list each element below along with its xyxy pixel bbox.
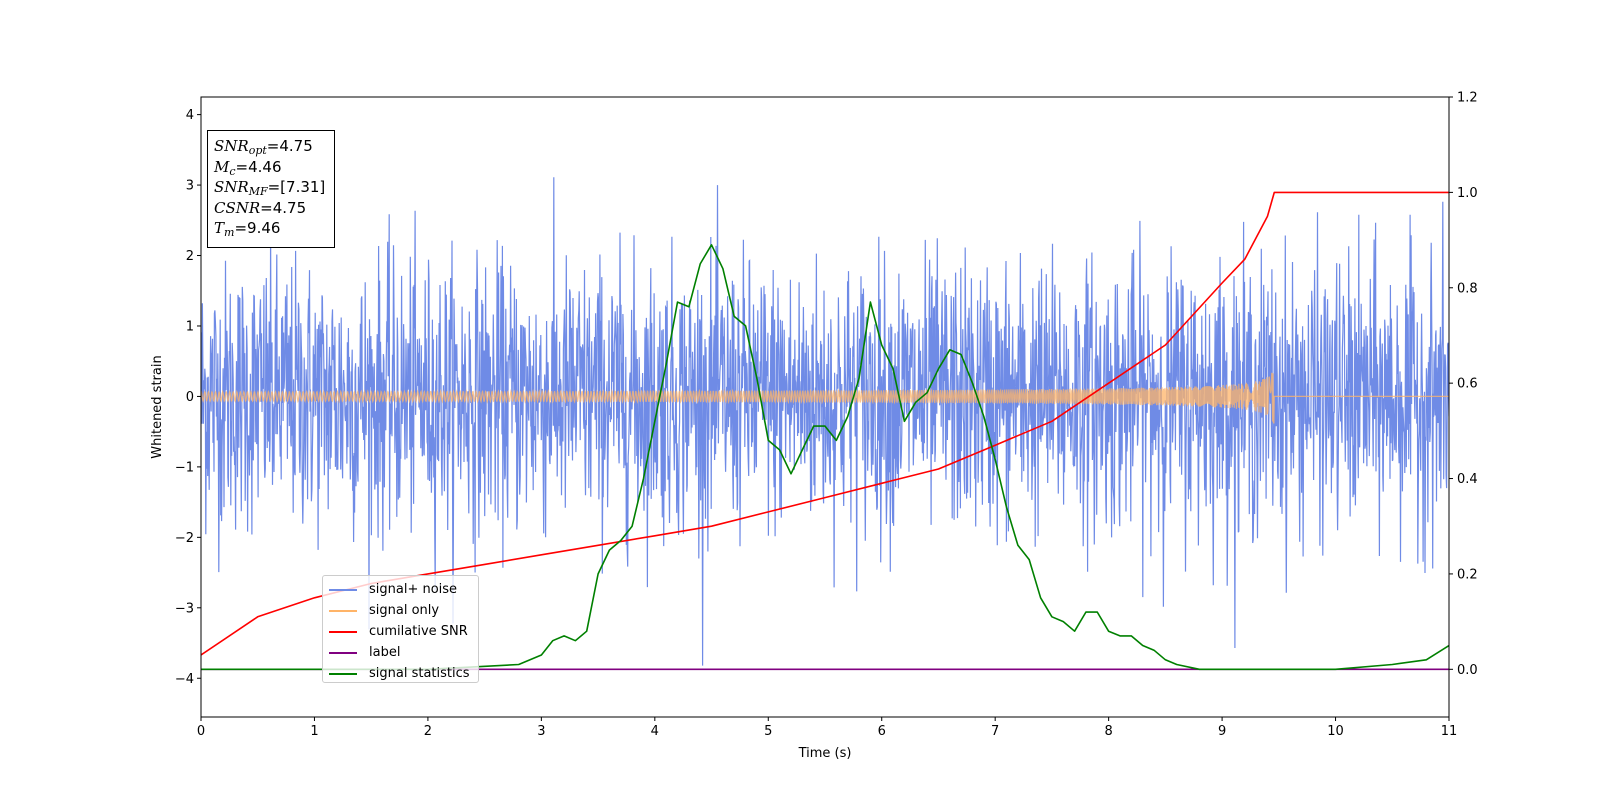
x-tick-label: 9 <box>1218 724 1226 739</box>
y-tick-label: −4 <box>175 672 194 687</box>
legend-item-cumulative-snr: cumilative SNR <box>329 621 472 642</box>
y-tick-label: 4 <box>186 108 194 123</box>
legend-swatch <box>329 651 357 654</box>
legend-label: signal only <box>369 603 440 618</box>
x-tick-label: 10 <box>1327 724 1344 739</box>
merger-time-line: Tm=9.46 <box>214 219 281 239</box>
signal-only-line <box>201 372 1449 424</box>
x-tick-label: 7 <box>991 724 999 739</box>
x-tick-label: 3 <box>537 724 545 739</box>
snr-mf-line: SNRMF=[7.31] <box>214 178 326 198</box>
x-tick-label: 2 <box>424 724 432 739</box>
signal-noise-series <box>201 177 1449 666</box>
legend-label: signal statistics <box>369 666 470 681</box>
legend-swatch <box>329 672 357 675</box>
y2-tick-label: 0.6 <box>1457 377 1478 392</box>
y2-tick-label: 0.4 <box>1457 472 1478 487</box>
legend-item-signal-noise: signal+ noise <box>329 579 472 600</box>
legend-swatch <box>329 630 357 633</box>
y2-tick-label: 0.0 <box>1457 663 1478 678</box>
parameter-info-box: SNRopt=4.75 Mc=4.46 SNRMF=[7.31] CSNR=4.… <box>207 130 335 248</box>
y-tick-label: −1 <box>175 460 194 475</box>
x-tick-label: 11 <box>1441 724 1458 739</box>
x-tick-label: 4 <box>651 724 659 739</box>
legend: signal+ noise signal only cumilative SNR… <box>322 575 479 683</box>
x-axis-label: Time (s) <box>798 746 852 761</box>
legend-label: cumilative SNR <box>369 624 468 639</box>
y-tick-label: −2 <box>175 531 194 546</box>
y-tick-label: 1 <box>186 319 194 334</box>
legend-item-label: label <box>329 642 472 663</box>
x-tick-label: 1 <box>310 724 318 739</box>
y-tick-label: −3 <box>175 601 194 616</box>
y2-tick-label: 0.8 <box>1457 281 1478 296</box>
legend-label: label <box>369 645 401 660</box>
y-tick-label: 0 <box>186 390 194 405</box>
snr-opt-line: SNRopt=4.75 <box>214 137 313 157</box>
y-axis-label: Whitened strain <box>150 355 165 458</box>
csnr-line: CSNR=4.75 <box>214 198 307 217</box>
legend-swatch <box>329 588 357 591</box>
legend-swatch <box>329 609 357 612</box>
x-tick-label: 0 <box>197 724 205 739</box>
y2-tick-label: 0.2 <box>1457 567 1478 582</box>
legend-item-signal-statistics: signal statistics <box>329 663 472 684</box>
y2-tick-label: 1.0 <box>1457 186 1478 201</box>
x-tick-label: 8 <box>1104 724 1112 739</box>
legend-item-signal-only: signal only <box>329 600 472 621</box>
legend-label: signal+ noise <box>369 582 458 597</box>
signal-statistics-line <box>201 244 1449 671</box>
axis-ticks: 0 1 2 3 4 5 6 7 8 9 10 11 −4 −3 −2 −1 0 1 2 3 4 0.0 0.2 0.4 0.6 0… <box>175 91 1478 740</box>
y2-tick-label: 1.2 <box>1457 91 1478 106</box>
signal-noise-line <box>201 177 1449 666</box>
x-tick-label: 5 <box>764 724 772 739</box>
y-tick-label: 3 <box>186 179 194 194</box>
x-tick-label: 6 <box>878 724 886 739</box>
plot-frame <box>200 96 1450 718</box>
chirp-mass-line: Mc=4.46 <box>214 157 282 178</box>
y-tick-label: 2 <box>186 249 194 264</box>
signal-only-series <box>201 372 1449 424</box>
